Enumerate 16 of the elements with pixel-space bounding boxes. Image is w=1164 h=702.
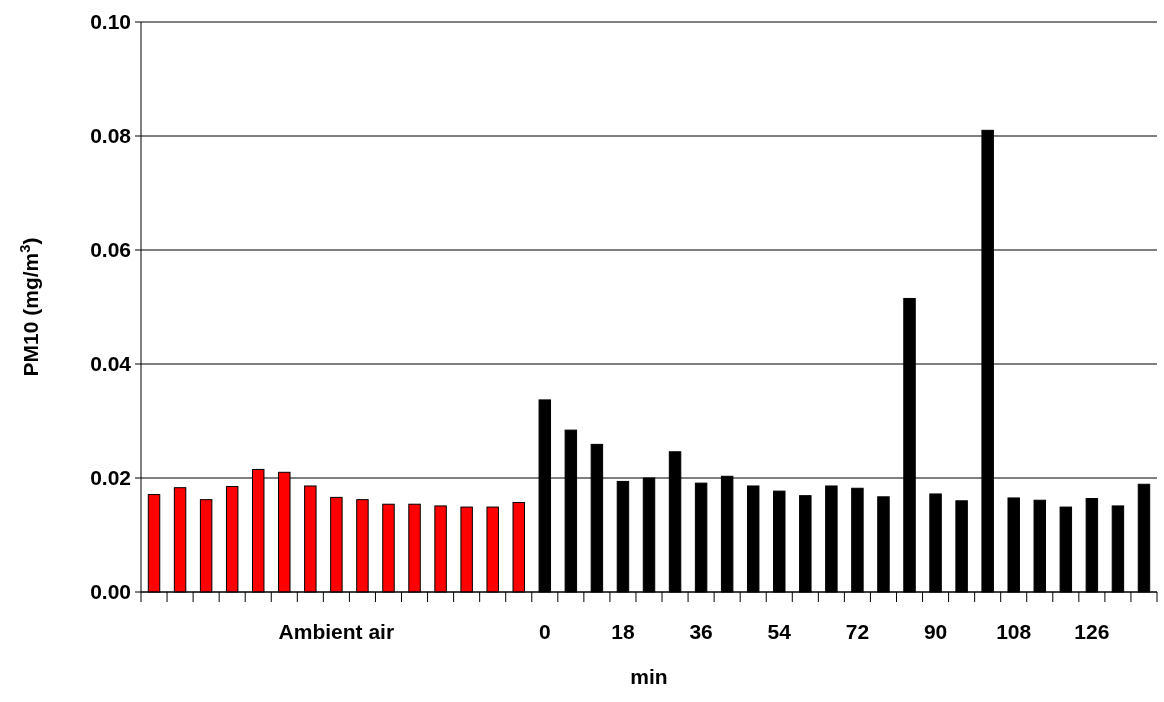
y-tick-label: 0.04 bbox=[90, 352, 132, 376]
x-tick-label: 0 bbox=[538, 620, 551, 643]
x-tick-label: 108 bbox=[996, 620, 1032, 643]
x-tick-label: 54 bbox=[767, 620, 792, 643]
x-tick-label: 36 bbox=[689, 620, 713, 643]
x-axis-title: min bbox=[630, 665, 668, 688]
y-tick-label: 0.10 bbox=[90, 10, 131, 34]
y-tick-label: 0.02 bbox=[90, 466, 131, 490]
x-tick-label: Ambient air bbox=[278, 620, 395, 643]
y-tick-label: 0.08 bbox=[90, 124, 132, 148]
x-tick-label: 72 bbox=[845, 620, 870, 643]
y-tick-label: 0.00 bbox=[90, 580, 131, 604]
x-tick-label: 18 bbox=[611, 620, 635, 643]
x-tick-label: 90 bbox=[923, 620, 948, 643]
y-tick-label: 0.06 bbox=[90, 238, 131, 262]
x-tick-label: 126 bbox=[1074, 620, 1110, 643]
